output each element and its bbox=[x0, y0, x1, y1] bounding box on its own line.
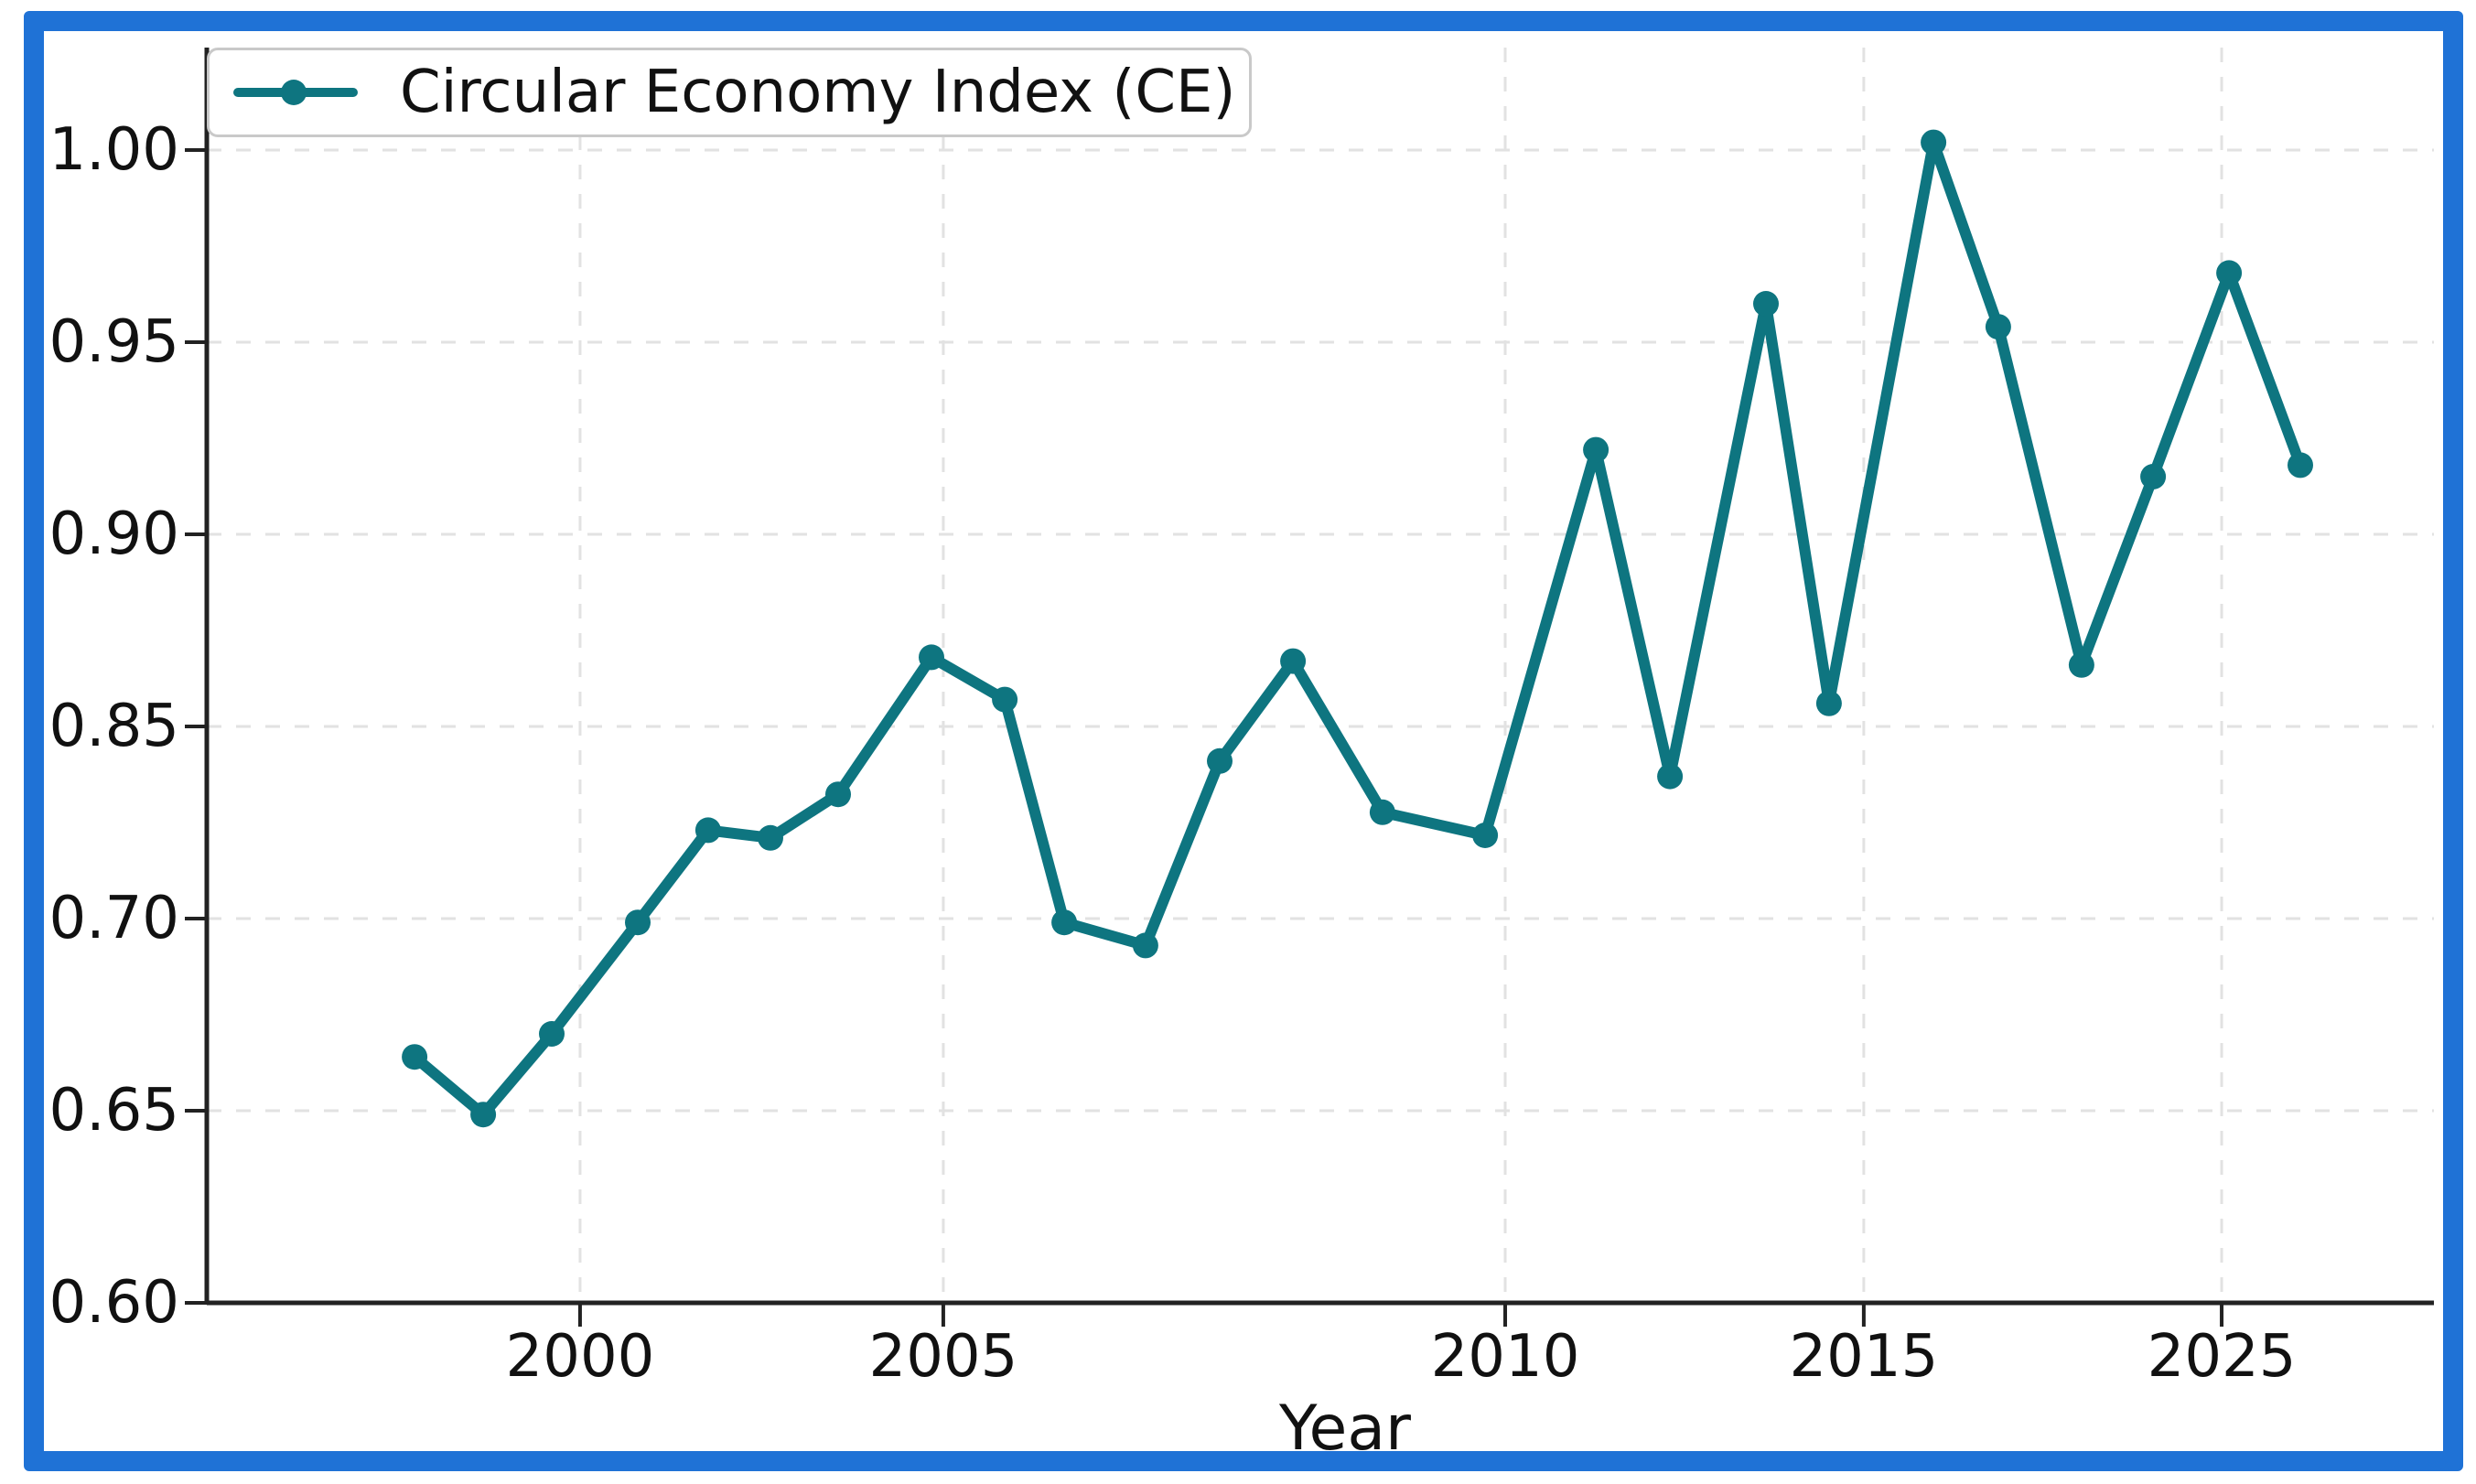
data-point-marker bbox=[470, 1102, 497, 1128]
data-point-marker bbox=[1815, 690, 1842, 716]
x-tick-label: 2010 bbox=[1430, 1323, 1580, 1391]
data-point-marker bbox=[1921, 129, 1947, 156]
data-point-marker bbox=[2216, 260, 2243, 286]
data-point-marker bbox=[539, 1021, 565, 1047]
data-point-marker bbox=[1280, 648, 1307, 674]
x-tick-label: 2025 bbox=[2147, 1323, 2297, 1391]
legend-marker-icon bbox=[281, 80, 307, 105]
data-point-marker bbox=[1753, 291, 1779, 317]
y-tick-label: 0.85 bbox=[48, 693, 180, 760]
y-tick-label: 0.60 bbox=[48, 1269, 180, 1337]
data-point-marker bbox=[758, 824, 783, 851]
y-tick-label: 0.90 bbox=[48, 500, 180, 568]
data-point-marker bbox=[1657, 763, 1684, 790]
data-point-marker bbox=[992, 686, 1018, 713]
data-point-marker bbox=[625, 909, 651, 936]
x-tick-label: 2000 bbox=[505, 1323, 655, 1391]
data-point-marker bbox=[1132, 932, 1158, 959]
x-axis-title: Year bbox=[1279, 1393, 1411, 1465]
data-point-marker bbox=[1472, 823, 1499, 848]
data-point-marker bbox=[1207, 747, 1233, 774]
data-point-marker bbox=[1985, 314, 2011, 340]
data-point-marker bbox=[2068, 651, 2094, 678]
y-tick-label: 0.70 bbox=[48, 885, 180, 952]
legend: Circular Economy Index (CE) bbox=[207, 48, 1252, 137]
data-point-marker bbox=[1051, 909, 1078, 936]
data-point-marker bbox=[2140, 464, 2167, 489]
legend-label: Circular Economy Index (CE) bbox=[400, 59, 1236, 126]
data-point-marker bbox=[1583, 436, 1609, 463]
data-point-marker bbox=[694, 817, 721, 844]
data-point-marker bbox=[1369, 799, 1395, 825]
data-point-marker bbox=[2288, 452, 2313, 479]
y-tick-label: 1.00 bbox=[48, 116, 180, 184]
data-point-marker bbox=[825, 781, 851, 808]
x-tick-label: 2015 bbox=[1789, 1323, 1939, 1391]
figure-frame bbox=[24, 11, 2463, 1471]
data-point-marker bbox=[919, 644, 944, 671]
y-tick-label: 0.65 bbox=[48, 1077, 180, 1145]
series-line bbox=[409, 136, 2306, 1121]
y-tick-label: 0.95 bbox=[48, 308, 180, 376]
x-tick-label: 2005 bbox=[868, 1323, 1018, 1391]
legend-line-sample bbox=[233, 80, 358, 105]
data-point-marker bbox=[402, 1044, 428, 1070]
